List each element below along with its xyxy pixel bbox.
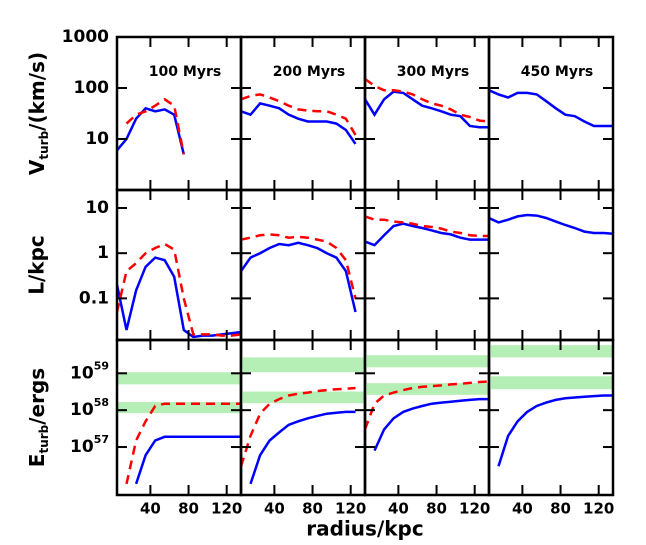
y-tick-label: 1000 [62,27,109,47]
x-tick-label: 120 [335,500,366,518]
y-tick-base: 10 [70,363,94,383]
x-tick-label: 80 [426,500,447,518]
x-tick-label: 40 [140,500,161,518]
data-line [117,242,241,337]
energy-band [241,391,365,404]
panel [489,345,613,467]
data-line [249,410,356,485]
panel-frame [363,188,491,342]
panel [365,355,489,452]
data-line [125,97,186,155]
panel [117,97,186,155]
panel [365,77,489,129]
data-line [241,93,357,136]
panel-title: 200 Myrs [273,64,345,80]
panel-frame [487,188,615,342]
y-tick-base: 10 [70,400,94,420]
y-tick-label: 10 [85,129,109,149]
data-line [489,89,613,128]
y-label-main: V [25,159,49,175]
panel [241,93,357,145]
energy-band [365,355,489,368]
data-line [241,386,356,467]
energy-band [489,345,613,358]
panel-frame [115,338,243,497]
data-line [365,90,489,129]
panel-title: 300 Myrs [397,64,469,80]
panel [365,215,489,247]
data-line [497,394,613,467]
y-label-sub: turb [37,130,51,159]
y-label-sub: turb [37,424,51,453]
panel [241,357,365,485]
x-tick-label: 80 [178,500,199,518]
energy-band [117,372,241,385]
energy-band [241,357,365,373]
panel-title: 100 Myrs [149,64,221,80]
panel-frame [487,338,615,497]
data-line [125,402,241,485]
panel-frame [487,35,615,192]
y-tick-label: 1058 [70,396,109,420]
x-axis-label: radius/kpc [306,517,423,541]
y-tick-label: 0.1 [79,288,109,308]
panel-frame [363,35,491,192]
x-tick-label: 40 [388,500,409,518]
x-tick-label: 40 [264,500,285,518]
data-line [489,213,613,235]
y-tick-label: 1059 [70,359,109,383]
x-tick-label: 120 [583,500,614,518]
panel-frame [239,35,367,192]
data-line [241,102,357,145]
y-label-main: E [25,454,49,468]
data-line [365,380,489,430]
y-axis-label: Eturb/ergs [25,368,51,467]
data-line [134,435,241,485]
data-line [241,233,357,299]
x-tick-label: 80 [302,500,323,518]
y-tick-exponent: 59 [94,359,109,372]
y-tick-exponent: 58 [94,396,109,409]
y-axis-label: Vturb/(km/s) [25,52,51,175]
y-tick-exponent: 57 [94,433,109,446]
energy-band [365,383,489,395]
y-tick-base: 10 [70,437,94,457]
panel [489,89,613,128]
y-tick-label: 100 [74,78,110,98]
x-tick-label: 120 [211,500,242,518]
panel [117,242,241,339]
data-line [365,215,489,238]
y-label-tail: /ergs [25,368,49,425]
y-label-tail: /(km/s) [25,52,49,131]
data-line [365,222,489,247]
x-tick-label: 80 [550,500,571,518]
data-line [373,397,489,452]
panel-title: 450 Myrs [521,64,593,80]
panel [117,372,241,485]
y-tick-label: 1 [97,243,109,263]
panel [241,233,357,313]
energy-band [117,402,241,414]
panel-frame [115,35,243,192]
energy-band [489,376,613,390]
panel-frame [239,188,367,342]
data-line [241,241,357,313]
x-tick-label: 40 [512,500,533,518]
y-tick-label: 1057 [70,433,109,457]
y-axis-label: L/kpc [25,235,49,295]
x-tick-label: 120 [459,500,490,518]
data-line [117,106,186,155]
y-tick-label: 10 [85,198,109,218]
data-line [365,77,489,123]
panel [489,213,613,235]
